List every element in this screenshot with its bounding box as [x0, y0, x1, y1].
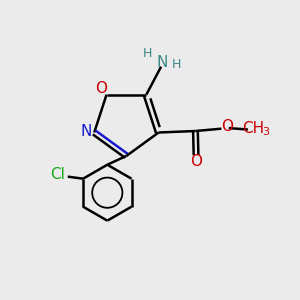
- Text: H: H: [172, 58, 181, 71]
- Text: O: O: [95, 81, 107, 96]
- Text: H: H: [143, 47, 152, 60]
- Text: 3: 3: [262, 128, 269, 137]
- Text: Cl: Cl: [51, 167, 65, 182]
- Text: CH: CH: [242, 121, 264, 136]
- Text: O: O: [190, 154, 202, 169]
- Text: N: N: [157, 55, 168, 70]
- Text: N: N: [80, 124, 92, 139]
- Text: O: O: [221, 119, 233, 134]
